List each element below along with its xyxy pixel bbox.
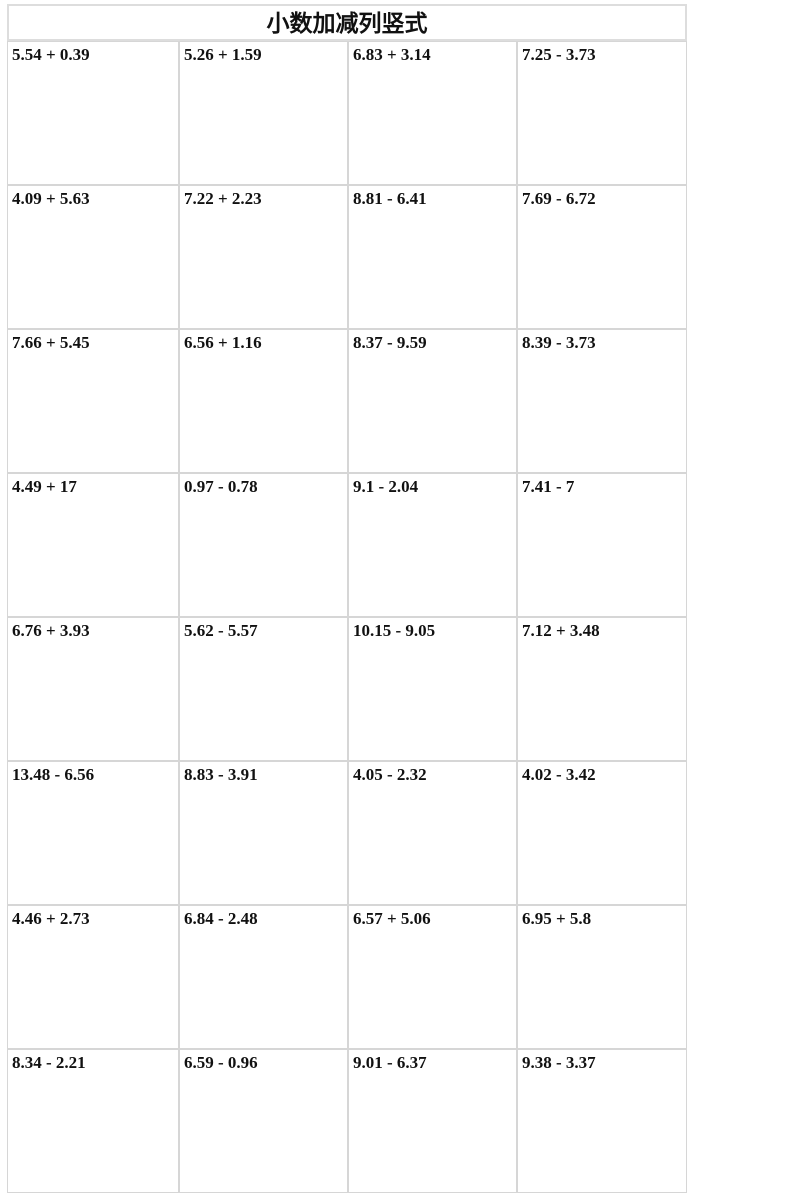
problem-cell: 4.05 - 2.32: [348, 761, 517, 905]
problem-cell: 7.25 - 3.73: [517, 41, 687, 185]
problem-text: 7.41 - 7: [522, 477, 575, 496]
problem-grid: 5.54 + 0.39 5.26 + 1.59 6.83 + 3.14 7.25 - …: [7, 41, 687, 1193]
problem-cell: 7.41 - 7: [517, 473, 687, 617]
problem-text: 6.59 - 0.96: [184, 1053, 258, 1072]
problem-text: 7.69 - 6.72: [522, 189, 596, 208]
problem-text: 5.26 + 1.59: [184, 45, 262, 64]
problem-cell: 9.01 - 6.37: [348, 1049, 517, 1193]
problem-cell: 0.97 - 0.78: [179, 473, 348, 617]
problem-text: 4.05 - 2.32: [353, 765, 427, 784]
problem-text: 6.84 - 2.48: [184, 909, 258, 928]
problem-cell: 7.12 + 3.48: [517, 617, 687, 761]
problem-cell: 4.02 - 3.42: [517, 761, 687, 905]
worksheet-title: 小数加减列竖式: [7, 4, 687, 41]
problem-cell: 13.48 - 6.56: [7, 761, 179, 905]
problem-cell: 6.57 + 5.06: [348, 905, 517, 1049]
worksheet: 小数加减列竖式 5.54 + 0.39 5.26 + 1.59 6.83 + 3.1…: [7, 4, 687, 1193]
problem-cell: 4.49 + 17: [7, 473, 179, 617]
problem-text: 5.54 + 0.39: [12, 45, 90, 64]
problem-text: 4.02 - 3.42: [522, 765, 596, 784]
problem-cell: 7.66 + 5.45: [7, 329, 179, 473]
problem-text: 8.37 - 9.59: [353, 333, 427, 352]
problem-text: 7.66 + 5.45: [12, 333, 90, 352]
problem-cell: 6.76 + 3.93: [7, 617, 179, 761]
problem-cell: 8.39 - 3.73: [517, 329, 687, 473]
problem-cell: 10.15 - 9.05: [348, 617, 517, 761]
problem-text: 4.09 + 5.63: [12, 189, 90, 208]
problem-cell: 8.81 - 6.41: [348, 185, 517, 329]
problem-text: 6.76 + 3.93: [12, 621, 90, 640]
problem-cell: 9.38 - 3.37: [517, 1049, 687, 1193]
problem-text: 7.25 - 3.73: [522, 45, 596, 64]
problem-cell: 7.22 + 2.23: [179, 185, 348, 329]
problem-text: 6.95 + 5.8: [522, 909, 592, 928]
problem-cell: 6.84 - 2.48: [179, 905, 348, 1049]
problem-text: 6.83 + 3.14: [353, 45, 431, 64]
problem-text: 0.97 - 0.78: [184, 477, 258, 496]
problem-cell: 5.62 - 5.57: [179, 617, 348, 761]
problem-cell: 6.56 + 1.16: [179, 329, 348, 473]
problem-text: 7.12 + 3.48: [522, 621, 600, 640]
problem-text: 8.83 - 3.91: [184, 765, 258, 784]
problem-text: 13.48 - 6.56: [12, 765, 95, 784]
problem-cell: 7.69 - 6.72: [517, 185, 687, 329]
problem-text: 5.62 - 5.57: [184, 621, 258, 640]
problem-cell: 6.83 + 3.14: [348, 41, 517, 185]
problem-cell: 8.37 - 9.59: [348, 329, 517, 473]
problem-cell: 4.46 + 2.73: [7, 905, 179, 1049]
problem-text: 4.46 + 2.73: [12, 909, 90, 928]
problem-text: 7.22 + 2.23: [184, 189, 262, 208]
problem-text: 8.34 - 2.21: [12, 1053, 86, 1072]
problem-text: 6.56 + 1.16: [184, 333, 262, 352]
problem-text: 8.81 - 6.41: [353, 189, 427, 208]
problem-text: 10.15 - 9.05: [353, 621, 436, 640]
problem-cell: 9.1 - 2.04: [348, 473, 517, 617]
problem-cell: 5.54 + 0.39: [7, 41, 179, 185]
problem-cell: 8.34 - 2.21: [7, 1049, 179, 1193]
problem-text: 9.1 - 2.04: [353, 477, 419, 496]
problem-text: 9.38 - 3.37: [522, 1053, 596, 1072]
problem-cell: 6.59 - 0.96: [179, 1049, 348, 1193]
problem-text: 6.57 + 5.06: [353, 909, 431, 928]
problem-cell: 6.95 + 5.8: [517, 905, 687, 1049]
problem-text: 9.01 - 6.37: [353, 1053, 427, 1072]
problem-cell: 4.09 + 5.63: [7, 185, 179, 329]
problem-cell: 5.26 + 1.59: [179, 41, 348, 185]
problem-text: 8.39 - 3.73: [522, 333, 596, 352]
problem-cell: 8.83 - 3.91: [179, 761, 348, 905]
problem-text: 4.49 + 17: [12, 477, 77, 496]
